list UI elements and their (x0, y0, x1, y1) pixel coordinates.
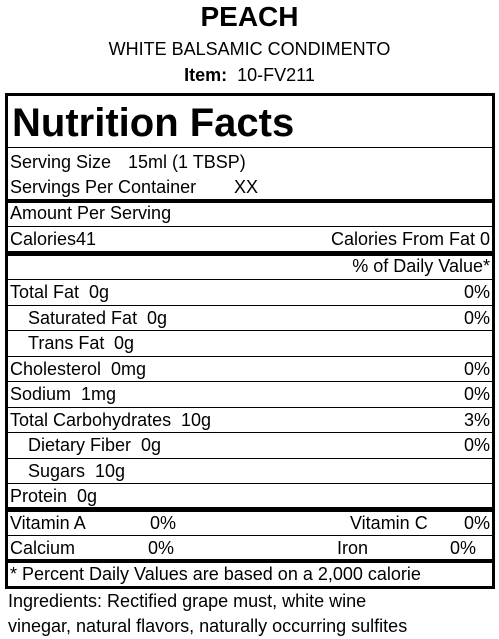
vitamin-name: Vitamin C (350, 513, 428, 533)
rule (8, 381, 492, 382)
nutrient-name: Sodium (10, 384, 72, 404)
footnote: * Percent Daily Values are based on a 2,… (10, 564, 421, 584)
rule (8, 559, 492, 563)
nutrient-name: Saturated Fat (28, 307, 138, 328)
vitamin-dv: 0% (148, 538, 175, 558)
nutrient-amount: 0g (114, 333, 135, 353)
item-label: Item: (184, 65, 228, 85)
item-value: 10-FV211 (237, 65, 315, 85)
rule (8, 432, 492, 433)
rule (8, 199, 492, 203)
daily-value-header: % of Daily Value* (352, 256, 490, 276)
nutrient-dv: 0% (463, 384, 490, 404)
rule (8, 535, 492, 536)
rule (8, 279, 492, 280)
serving-size-label: Serving Size (10, 152, 112, 172)
vitamin-name: Calcium (10, 538, 76, 558)
product-subtitle: WHITE BALSAMIC CONDIMENTO (108, 39, 391, 59)
nutrient-name: Total Carbohydrates (10, 409, 172, 430)
ingredients-line: Ingredients: Rectified grape must, white… (8, 591, 367, 611)
product-title: PEACH (200, 1, 299, 32)
serving-size-value: 15ml (1 TBSP) (128, 152, 246, 172)
rule (8, 147, 492, 148)
nutrient-name: Dietary Fiber (28, 435, 132, 455)
vitamin-dv: 0% (449, 538, 476, 558)
servings-value: XX (234, 177, 259, 197)
facts-title: Nutrition Facts (12, 101, 295, 145)
rule (8, 330, 492, 331)
calories-value: 41 (76, 229, 97, 249)
calories-from-fat-value: 0 (479, 229, 490, 249)
nutrient-name: Total Fat (10, 282, 80, 302)
vitamin-dv: 0% (463, 513, 490, 533)
nutrient-amount: 0g (147, 307, 168, 328)
calories-from-fat-label: Calories From Fat (330, 229, 475, 249)
servings-label: Servings Per Container (10, 177, 197, 197)
nutrient-dv: 0% (463, 282, 490, 302)
rule (8, 483, 492, 484)
nutrient-amount: 0g (89, 282, 110, 302)
vitamin-dv: 0% (150, 513, 177, 533)
calories-label: Calories (10, 229, 77, 249)
nutrient-amount: 10g (95, 460, 126, 481)
item-line: Item: 10-FV211 (0, 63, 499, 87)
rule (8, 355, 492, 357)
nutrient-amount: 10g (181, 409, 212, 430)
nutrient-amount: 0mg (111, 358, 147, 379)
rule (8, 251, 492, 256)
rule (8, 406, 492, 408)
nutrient-amount: 0g (77, 486, 98, 506)
rule (8, 507, 492, 512)
nutrient-dv: 3% (463, 409, 490, 430)
nutrient-dv: 0% (463, 435, 490, 455)
nutrient-name: Protein (10, 486, 68, 506)
amount-per-serving: Amount Per Serving (10, 203, 172, 223)
nutrient-name: Cholesterol (10, 358, 102, 379)
nutrient-amount: 0g (141, 435, 162, 455)
ingredients-line: vinegar, natural flavors, naturally occu… (8, 616, 408, 636)
vitamin-name: Vitamin A (10, 513, 86, 533)
nutrient-name: Trans Fat (28, 333, 105, 353)
facts-box (5, 93, 495, 589)
rule (8, 457, 492, 459)
nutrient-dv: 0% (463, 307, 490, 328)
rule (8, 304, 492, 306)
nutrient-amount: 1mg (81, 384, 117, 404)
nutrient-name: Sugars (28, 460, 86, 481)
vitamin-name: Iron (337, 538, 369, 558)
nutrient-dv: 0% (463, 358, 490, 379)
rule (8, 226, 492, 227)
